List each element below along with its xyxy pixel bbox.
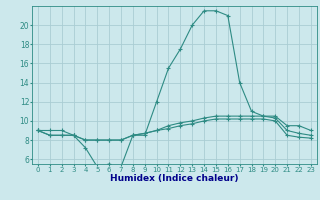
- X-axis label: Humidex (Indice chaleur): Humidex (Indice chaleur): [110, 174, 239, 183]
